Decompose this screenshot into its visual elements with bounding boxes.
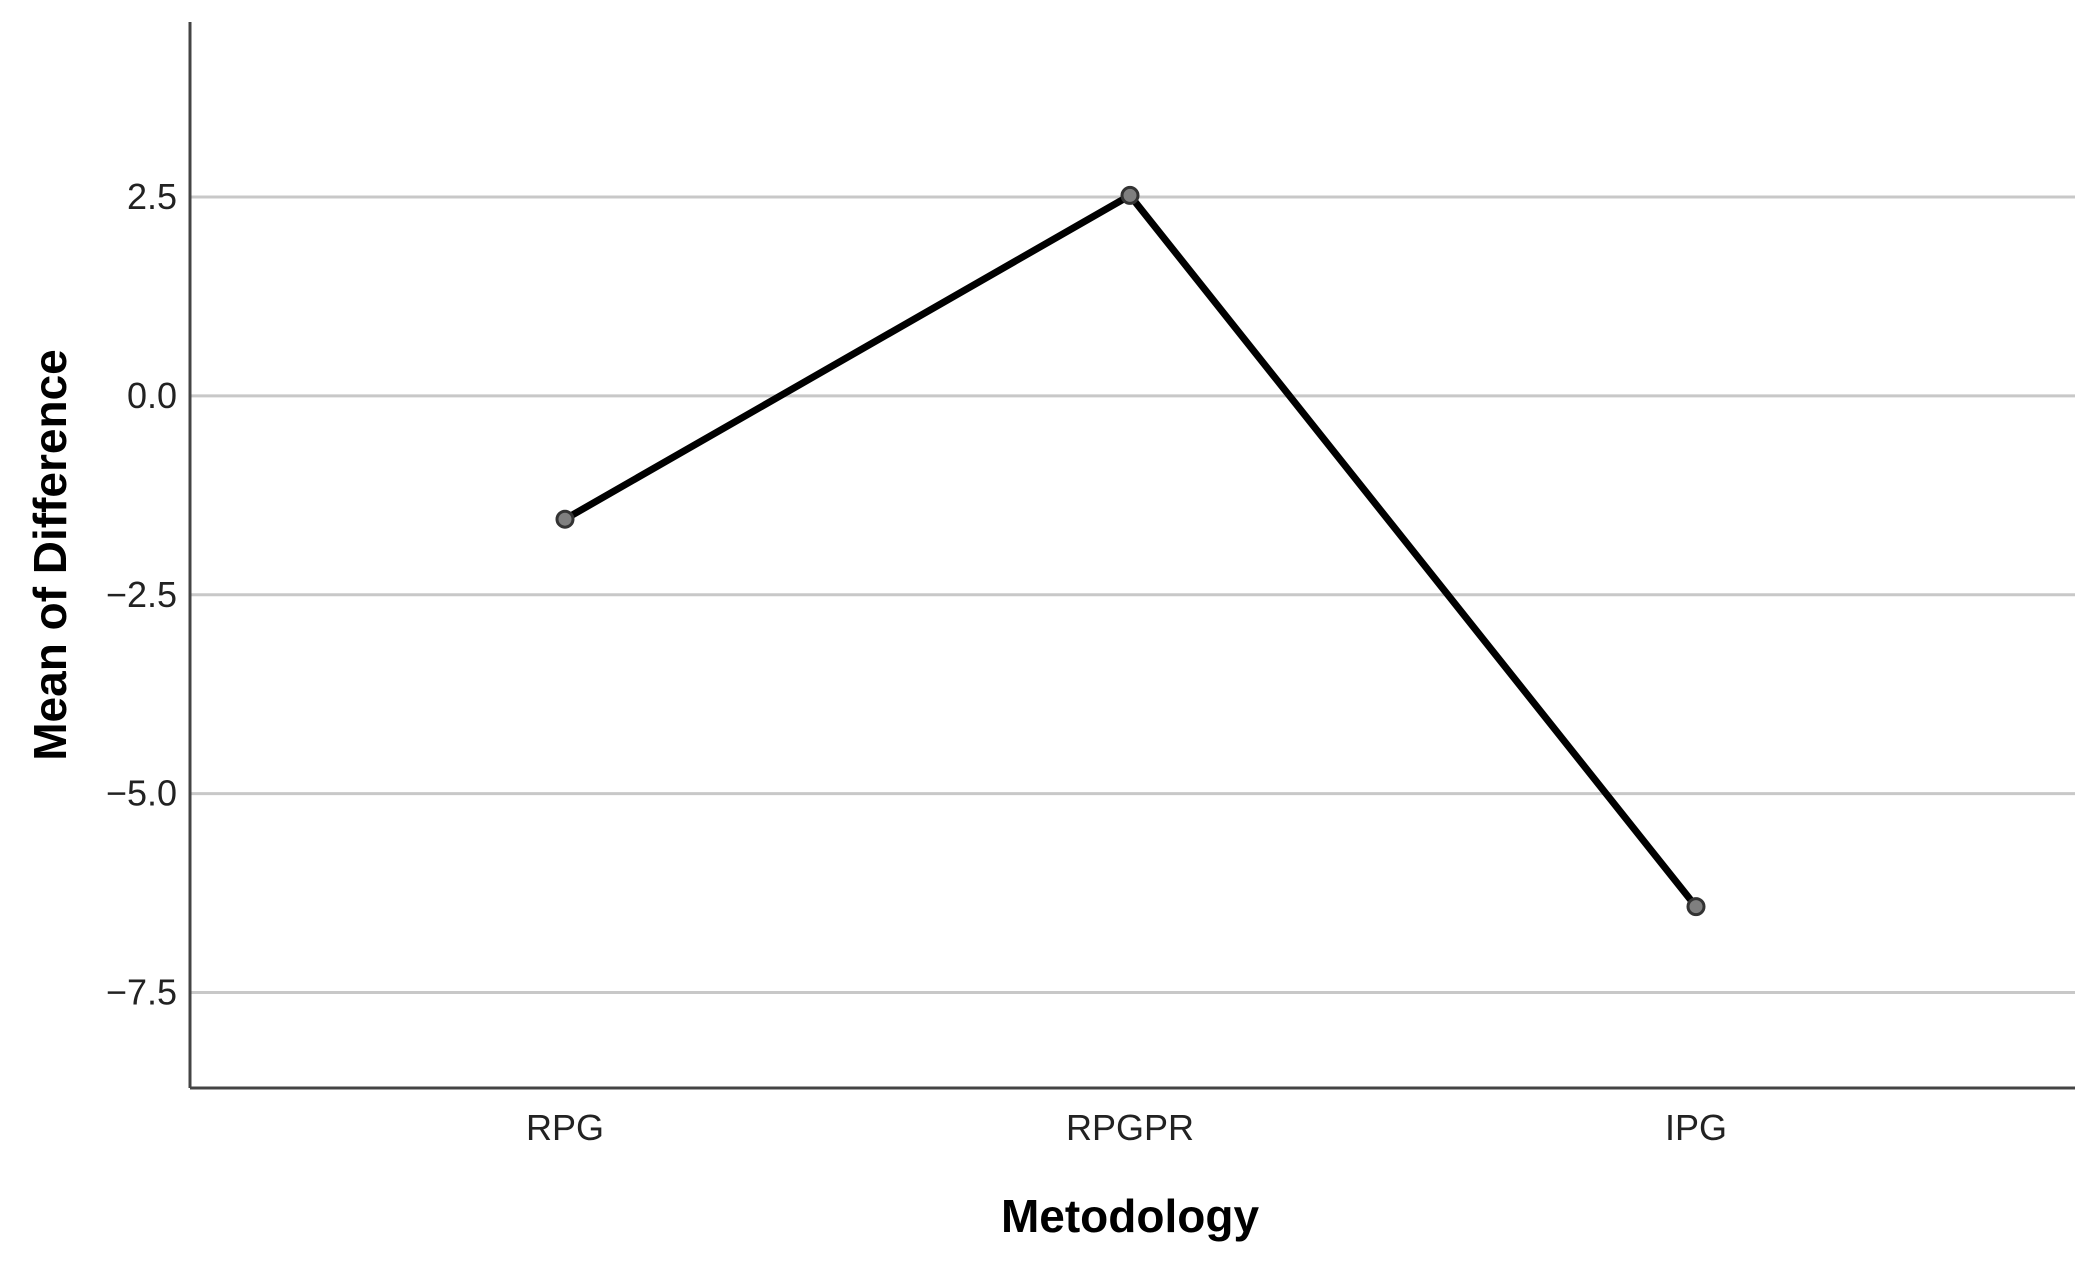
data-point [555, 509, 575, 529]
series-line [561, 191, 1700, 911]
axes [188, 22, 2075, 1090]
x-axis-title: Metodology [1001, 1190, 1259, 1242]
y-tick-label: −7.5 [106, 972, 177, 1013]
data-point [1686, 897, 1706, 917]
y-tick-labels: 2.5 0.0 −2.5 −5.0 −7.5 [106, 176, 177, 1013]
y-tick-label: 2.5 [127, 176, 177, 217]
y-tick-label: 0.0 [127, 375, 177, 416]
x-tick-labels: RPG RPGPR IPG [526, 1107, 1727, 1148]
y-tick-label: −2.5 [106, 574, 177, 615]
y-tick-label: −5.0 [106, 773, 177, 814]
data-point [1120, 185, 1140, 205]
gridlines [190, 195, 2075, 995]
x-tick-label: RPGPR [1066, 1107, 1194, 1148]
series [555, 185, 1706, 917]
x-tick-label: RPG [526, 1107, 604, 1148]
y-axis-title: Mean of Difference [24, 349, 76, 761]
x-tick-label: IPG [1665, 1107, 1727, 1148]
